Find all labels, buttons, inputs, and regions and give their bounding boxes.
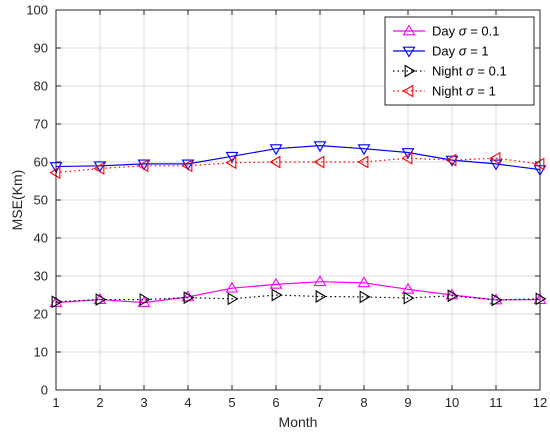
data-point — [269, 277, 283, 289]
legend-label-symbol: σ — [466, 64, 475, 79]
series-line — [55, 281, 541, 304]
x-tick-label: 7 — [316, 395, 323, 410]
x-tick-label: 11 — [489, 395, 503, 410]
legend-label: Night σ = 0.1 — [432, 64, 507, 79]
y-tick-label: 50 — [34, 193, 48, 208]
data-point — [489, 151, 501, 165]
y-tick-label: 80 — [34, 79, 48, 94]
data-point — [49, 166, 61, 180]
data-point — [403, 291, 415, 305]
legend-item: Night σ = 0.1 — [393, 64, 507, 79]
data-point — [445, 153, 457, 167]
legend-label-prefix: Night — [432, 64, 466, 79]
data-point — [357, 144, 371, 156]
legend-marker — [402, 46, 416, 58]
legend-marker — [402, 24, 416, 36]
x-tick-label: 1 — [52, 395, 59, 410]
legend-label-suffix: = 1 — [474, 84, 496, 99]
data-point — [313, 141, 327, 153]
x-tick-label: 3 — [140, 395, 147, 410]
legend-label-symbol: σ — [466, 84, 475, 99]
x-tick-label: 12 — [533, 395, 547, 410]
y-tick-label: 0 — [41, 383, 48, 398]
y-tick-label: 40 — [34, 231, 48, 246]
x-tick-label: 2 — [96, 395, 103, 410]
data-point — [95, 293, 107, 307]
legend-label: Night σ = 1 — [432, 84, 496, 99]
y-tick-label: 70 — [34, 117, 48, 132]
data-point — [51, 295, 63, 309]
legend-label-symbol: σ — [459, 44, 468, 59]
data-point — [315, 290, 327, 303]
legend-box — [384, 16, 535, 106]
legend-item: Day σ = 1 — [393, 44, 489, 59]
data-point — [357, 155, 369, 169]
y-tick-label: 30 — [34, 269, 48, 284]
legend-label-suffix: = 0.1 — [467, 24, 500, 39]
legend-label: Day σ = 0.1 — [432, 24, 499, 39]
x-axis-label: Month — [279, 414, 318, 430]
legend-label: Day σ = 1 — [432, 44, 489, 59]
legend-label-suffix: = 0.1 — [474, 64, 507, 79]
ticks — [55, 9, 541, 391]
data-point — [447, 289, 459, 303]
x-tick-label: 10 — [445, 395, 459, 410]
series-3 — [51, 288, 547, 309]
data-point — [359, 290, 371, 304]
data-point — [401, 151, 413, 165]
x-tick-label: 5 — [228, 395, 235, 410]
data-point — [535, 292, 547, 306]
legend-marker — [404, 64, 416, 78]
data-point — [183, 291, 195, 305]
series-line — [55, 145, 541, 171]
data-point — [93, 161, 105, 175]
data-point — [269, 144, 283, 156]
data-point — [225, 156, 237, 170]
data-point — [271, 288, 283, 302]
data-point — [491, 293, 503, 307]
series-4 — [49, 151, 545, 180]
y-tick-label: 90 — [34, 41, 48, 56]
x-tick-label: 8 — [360, 395, 367, 410]
data-point — [225, 281, 239, 293]
y-tick-label: 20 — [34, 307, 48, 322]
legend-label-prefix: Day — [432, 24, 459, 39]
legend-item: Night σ = 1 — [393, 84, 496, 99]
legend-item: Day σ = 0.1 — [393, 24, 499, 39]
y-tick-label: 10 — [34, 345, 48, 360]
y-axis-label: MSE(Km) — [9, 170, 25, 231]
x-tick-label: 4 — [184, 395, 191, 410]
data-point — [227, 292, 239, 306]
data-point — [269, 155, 281, 169]
series-layer — [49, 141, 547, 309]
data-point — [225, 151, 239, 163]
data-point — [489, 159, 503, 171]
y-tick-label: 60 — [34, 155, 48, 170]
data-point — [533, 157, 545, 171]
legend-label-prefix: Night — [432, 84, 466, 99]
data-point — [313, 275, 327, 287]
data-point — [401, 282, 415, 294]
legend-label-symbol: σ — [459, 24, 468, 39]
x-tick-label: 9 — [404, 395, 411, 410]
data-point — [313, 155, 325, 169]
data-point — [139, 293, 151, 307]
legend-label-suffix: = 1 — [467, 44, 489, 59]
data-point — [357, 276, 371, 288]
legend-label-prefix: Day — [432, 44, 459, 59]
data-point — [137, 159, 149, 173]
y-tick-label: 100 — [26, 3, 48, 18]
data-point — [181, 159, 193, 173]
x-tick-label: 6 — [272, 395, 279, 410]
legend-marker — [402, 84, 414, 98]
